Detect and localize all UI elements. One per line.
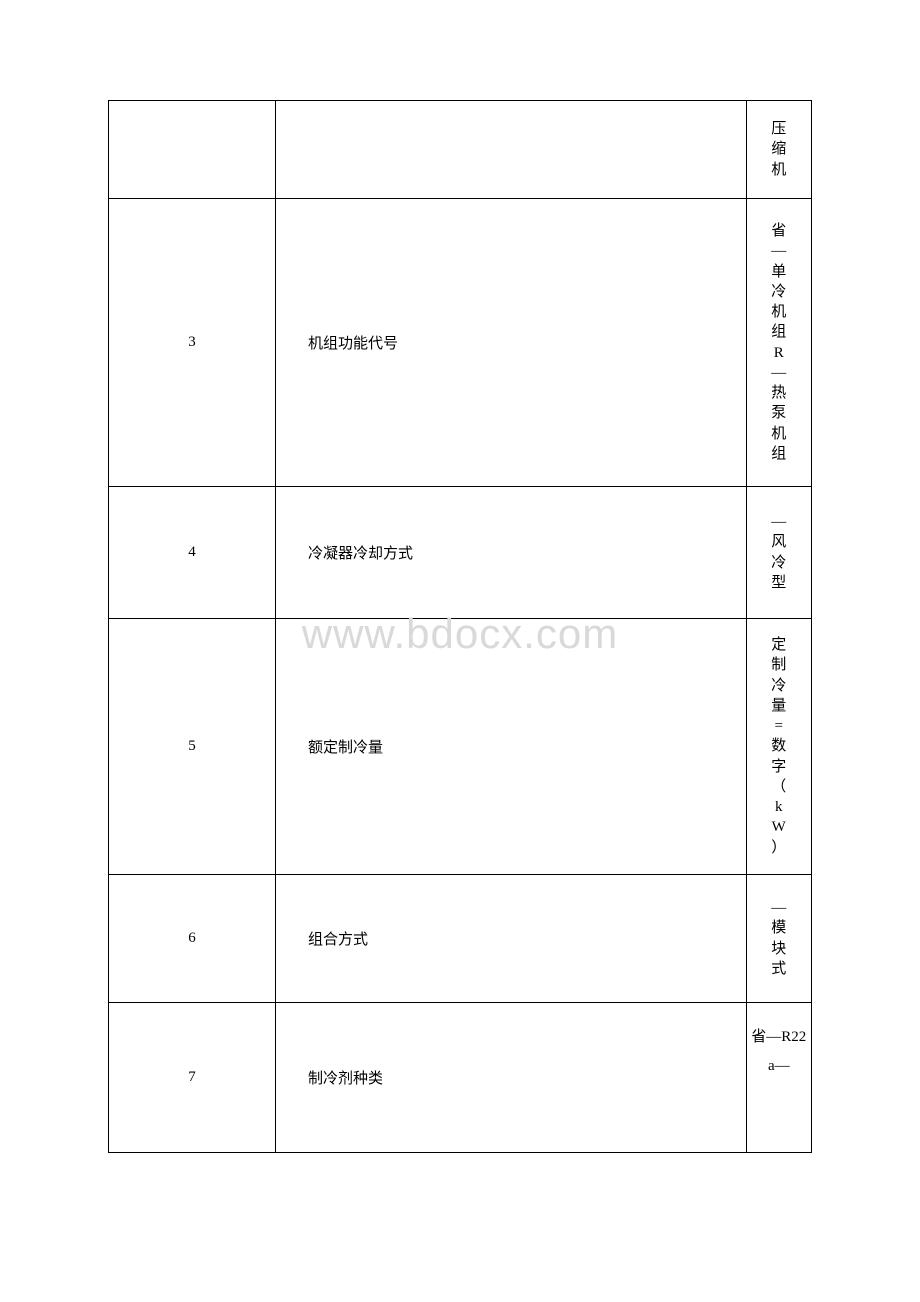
cell-value-text: —模块式 (771, 898, 786, 979)
cell-value-text: —风冷型 (771, 512, 786, 593)
table-row: 4 冷凝器冷却方式 —风冷型 (109, 487, 812, 619)
cell-value-text: 压缩机 (771, 119, 786, 180)
cell-value: 压缩机 (746, 101, 811, 199)
cell-label: 冷凝器冷却方式 (276, 487, 747, 619)
table-row: 压缩机 (109, 101, 812, 199)
table-row: 5 额定制冷量 定制冷量=数字（kW） (109, 619, 812, 875)
cell-index: 3 (109, 199, 276, 487)
cell-index: 6 (109, 875, 276, 1003)
cell-label: 机组功能代号 (276, 199, 747, 487)
cell-value-text-1: 省—R22 (751, 1027, 807, 1047)
table-row: 7 制冷剂种类 省—R22 a— (109, 1003, 812, 1153)
cell-label: 组合方式 (276, 875, 747, 1003)
cell-value: 定制冷量=数字（kW） (746, 619, 811, 875)
cell-value: —模块式 (746, 875, 811, 1003)
table-row: 6 组合方式 —模块式 (109, 875, 812, 1003)
cell-value: 省—单冷机组R—热泵机组 (746, 199, 811, 487)
cell-index: 5 (109, 619, 276, 875)
cell-value: —风冷型 (746, 487, 811, 619)
cell-label: 制冷剂种类 (276, 1003, 747, 1153)
cell-label (276, 101, 747, 199)
spec-table: 压缩机 3 机组功能代号 省—单冷机组R—热泵机组 4 冷凝器冷却方式 —风冷型… (108, 100, 812, 1153)
cell-value: 省—R22 a— (746, 1003, 811, 1153)
cell-label: 额定制冷量 (276, 619, 747, 875)
cell-value-text: 定制冷量=数字（kW） (771, 635, 786, 858)
table-row: 3 机组功能代号 省—单冷机组R—热泵机组 (109, 199, 812, 487)
cell-index (109, 101, 276, 199)
cell-index: 7 (109, 1003, 276, 1153)
cell-index: 4 (109, 487, 276, 619)
cell-value-text: 省—单冷机组R—热泵机组 (771, 221, 786, 464)
cell-value-text-2: a— (768, 1058, 790, 1074)
